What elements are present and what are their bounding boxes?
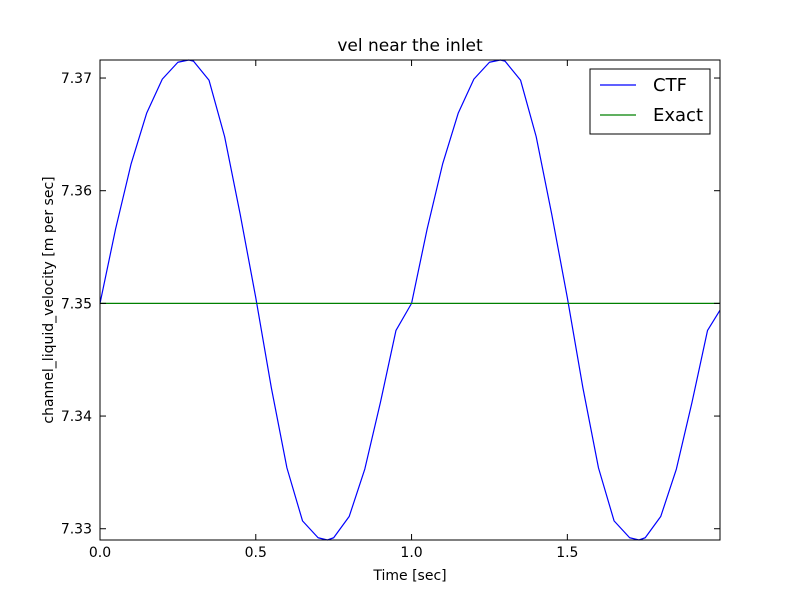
legend-label-ctf: CTF xyxy=(653,75,687,96)
plot-area: 0.0 0.5 1.0 1.5 7.33 7.34 7.35 7.36 7.37 xyxy=(61,59,721,561)
y-tick-label: 7.33 xyxy=(61,522,92,538)
x-tick-label: 0.5 xyxy=(245,545,267,561)
x-tick-label: 1.5 xyxy=(556,545,578,561)
legend-label-exact: Exact xyxy=(653,105,703,126)
y-tick-label: 7.37 xyxy=(61,71,92,87)
plot-frame xyxy=(99,59,721,541)
y-axis-title: channel_liquid_velocity [m per sec] xyxy=(41,176,57,423)
x-tick-label: 0.0 xyxy=(89,545,111,561)
legend: CTF Exact xyxy=(589,68,711,135)
y-axis-ticks: 7.33 7.34 7.35 7.36 7.37 xyxy=(61,71,720,538)
chart-title: vel near the inlet xyxy=(337,36,483,56)
legend-box xyxy=(589,68,711,135)
x-axis-ticks: 0.0 0.5 1.0 1.5 xyxy=(89,60,578,561)
y-tick-label: 7.34 xyxy=(61,409,92,425)
series-layer xyxy=(99,59,721,541)
x-tick-label: 1.0 xyxy=(400,545,422,561)
plot-background xyxy=(100,60,720,540)
y-tick-label: 7.36 xyxy=(61,184,92,200)
x-axis-title: Time [sec] xyxy=(372,568,446,584)
y-tick-label: 7.35 xyxy=(61,296,92,312)
